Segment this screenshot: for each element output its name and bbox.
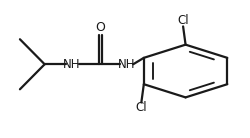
Text: Cl: Cl — [177, 14, 189, 27]
Text: O: O — [96, 21, 106, 34]
Text: Cl: Cl — [136, 101, 147, 114]
Text: NH: NH — [63, 58, 80, 71]
Text: NH: NH — [118, 58, 135, 71]
